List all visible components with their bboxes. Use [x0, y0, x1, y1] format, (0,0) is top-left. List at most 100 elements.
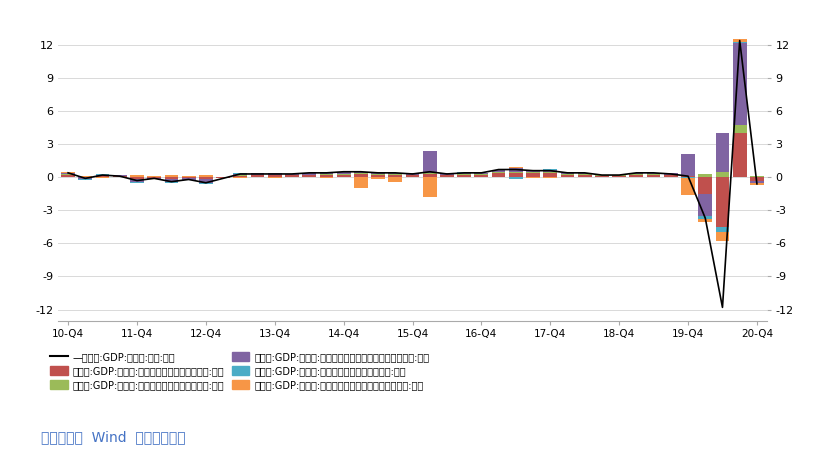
Bar: [285, 174, 299, 175]
Bar: [164, 177, 178, 180]
Bar: [319, 174, 333, 177]
Bar: [629, 173, 644, 174]
Bar: [268, 177, 281, 178]
Bar: [681, 178, 695, 195]
Bar: [216, 177, 230, 178]
Bar: [544, 169, 557, 170]
Bar: [509, 167, 523, 169]
Bar: [389, 174, 402, 177]
Bar: [78, 176, 92, 177]
Bar: [612, 175, 626, 177]
Bar: [389, 173, 402, 174]
Bar: [337, 172, 351, 174]
Bar: [750, 177, 764, 180]
Bar: [457, 174, 471, 177]
Bar: [354, 172, 368, 173]
Bar: [319, 177, 333, 178]
Bar: [492, 172, 506, 173]
Bar: [733, 42, 747, 43]
Bar: [681, 154, 695, 176]
Bar: [233, 177, 247, 178]
Bar: [440, 175, 454, 177]
Bar: [750, 180, 764, 183]
Bar: [578, 174, 592, 177]
Bar: [578, 173, 592, 174]
Bar: [509, 173, 523, 177]
Bar: [199, 175, 213, 177]
Bar: [733, 133, 747, 177]
Bar: [612, 174, 626, 175]
Bar: [715, 172, 729, 177]
Bar: [199, 177, 213, 179]
Bar: [561, 173, 574, 174]
Bar: [526, 177, 540, 178]
Bar: [699, 219, 712, 223]
Bar: [268, 175, 281, 177]
Bar: [509, 172, 523, 173]
Bar: [664, 174, 677, 175]
Bar: [233, 175, 247, 177]
Bar: [699, 174, 712, 177]
Bar: [354, 174, 368, 177]
Bar: [474, 174, 488, 177]
Bar: [61, 174, 75, 177]
Bar: [647, 173, 661, 174]
Bar: [440, 174, 454, 175]
Bar: [526, 174, 540, 177]
Bar: [251, 174, 264, 175]
Bar: [715, 133, 729, 172]
Bar: [182, 176, 196, 177]
Bar: [544, 170, 557, 172]
Bar: [96, 174, 110, 175]
Bar: [733, 39, 747, 42]
Bar: [750, 183, 764, 185]
Bar: [699, 177, 712, 194]
Bar: [337, 174, 351, 177]
Bar: [268, 174, 281, 175]
Text: 数据来源：  Wind  方正中期期货: 数据来源： Wind 方正中期期货: [41, 430, 186, 444]
Bar: [664, 175, 677, 177]
Bar: [61, 173, 75, 174]
Bar: [544, 172, 557, 174]
Bar: [113, 176, 126, 177]
Bar: [492, 169, 506, 172]
Bar: [130, 177, 144, 179]
Bar: [629, 174, 644, 177]
Bar: [715, 232, 729, 241]
Bar: [302, 174, 316, 175]
Bar: [268, 173, 281, 174]
Bar: [61, 172, 75, 173]
Bar: [233, 174, 247, 175]
Bar: [509, 169, 523, 172]
Bar: [526, 170, 540, 172]
Bar: [199, 179, 213, 183]
Bar: [423, 151, 436, 173]
Bar: [647, 174, 661, 177]
Bar: [302, 175, 316, 177]
Bar: [423, 174, 436, 177]
Bar: [595, 175, 609, 177]
Bar: [130, 175, 144, 177]
Bar: [319, 173, 333, 174]
Bar: [148, 177, 161, 178]
Bar: [389, 177, 402, 182]
Bar: [96, 176, 110, 177]
Bar: [354, 177, 368, 188]
Bar: [78, 177, 92, 180]
Bar: [595, 174, 609, 175]
Bar: [148, 178, 161, 180]
Bar: [544, 174, 557, 177]
Bar: [164, 182, 178, 183]
Bar: [509, 177, 523, 180]
Bar: [182, 178, 196, 180]
Bar: [285, 175, 299, 177]
Bar: [681, 176, 695, 177]
Bar: [715, 177, 729, 227]
Bar: [423, 173, 436, 174]
Bar: [371, 174, 385, 177]
Bar: [561, 174, 574, 177]
Bar: [164, 180, 178, 182]
Bar: [371, 173, 385, 174]
Bar: [733, 43, 747, 125]
Bar: [715, 227, 729, 232]
